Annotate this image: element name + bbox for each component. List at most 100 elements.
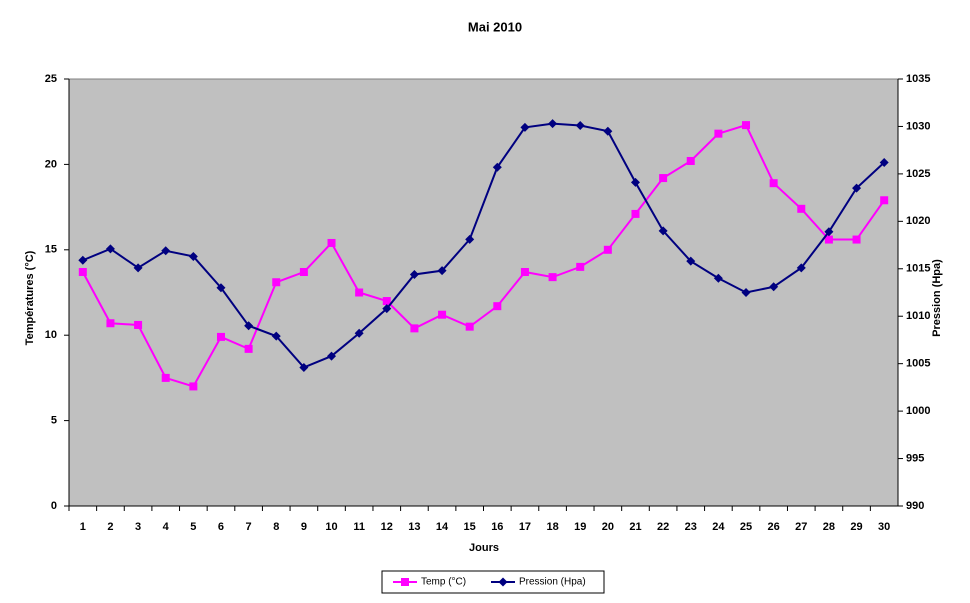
legend-marker	[401, 578, 409, 586]
chart-title: Mai 2010	[468, 19, 522, 34]
legend-marker	[498, 577, 508, 587]
y2-tick-label: 1020	[906, 215, 930, 227]
x-tick-label: 23	[685, 521, 697, 533]
data-point	[879, 158, 889, 168]
data-point	[244, 321, 254, 331]
data-point	[465, 322, 474, 331]
data-point	[769, 179, 778, 188]
data-point	[520, 122, 530, 132]
y2-tick-label: 1010	[906, 310, 930, 322]
data-point	[548, 119, 558, 129]
y-axis-label: Températures (°C)	[24, 250, 36, 345]
data-point	[355, 288, 364, 297]
data-point	[272, 278, 281, 287]
data-point	[520, 268, 529, 277]
data-point	[493, 302, 502, 311]
x-tick-label: 25	[740, 521, 752, 533]
data-point	[133, 263, 143, 273]
x-tick-label: 9	[301, 521, 307, 533]
series-line	[81, 123, 886, 388]
data-point	[713, 273, 723, 283]
data-point	[327, 238, 336, 247]
data-point	[438, 310, 447, 319]
x-tick-label: 21	[629, 521, 641, 533]
series-line	[82, 122, 885, 369]
data-point	[299, 362, 309, 372]
y-tick-label: 0	[51, 500, 57, 512]
data-point	[769, 282, 779, 292]
data-point	[189, 382, 198, 391]
data-point	[797, 204, 806, 213]
y2-tick-label: 1025	[906, 168, 930, 180]
y-tick-label: 20	[45, 158, 57, 170]
x-tick-label: 14	[436, 521, 449, 533]
data-point	[78, 268, 87, 277]
data-point	[658, 226, 668, 236]
data-point	[327, 351, 337, 361]
data-point	[410, 324, 419, 333]
data-point	[78, 255, 88, 265]
x-tick-label: 24	[712, 521, 725, 533]
plot-area	[68, 78, 899, 507]
y-tick-label: 25	[45, 73, 57, 85]
y2-tick-label: 1030	[906, 120, 930, 132]
data-point	[382, 304, 392, 314]
data-point	[382, 297, 391, 306]
x-tick-label: 8	[273, 521, 279, 533]
x-axis-label: Jours	[469, 542, 499, 554]
data-point	[299, 268, 308, 277]
data-point	[271, 331, 281, 341]
data-point	[188, 251, 198, 261]
data-point	[659, 174, 668, 183]
data-point	[409, 269, 419, 279]
data-point	[631, 209, 640, 218]
x-tick-label: 13	[408, 521, 420, 533]
x-tick-label: 10	[325, 521, 337, 533]
data-point	[437, 266, 447, 276]
x-tick-label: 20	[602, 521, 614, 533]
y2-axis-label: Pression (Hpa)	[931, 259, 943, 337]
x-tick-label: 2	[107, 521, 113, 533]
y2-tick-label: 1000	[906, 405, 930, 417]
y2-tick-label: 1015	[906, 263, 930, 275]
data-point	[741, 288, 751, 297]
x-tick-label: 11	[353, 521, 365, 533]
x-tick-label: 26	[768, 521, 780, 533]
x-tick-label: 7	[246, 521, 252, 533]
data-point	[603, 245, 612, 254]
data-point	[742, 121, 751, 130]
data-point	[465, 234, 475, 244]
data-point	[686, 156, 695, 165]
data-point	[576, 262, 585, 271]
data-point	[686, 256, 696, 266]
y2-tick-label: 1035	[906, 73, 930, 85]
data-point	[492, 162, 502, 172]
data-point	[161, 246, 171, 256]
x-tick-label: 4	[163, 521, 170, 533]
data-point	[216, 283, 226, 293]
x-tick-label: 1	[80, 521, 86, 533]
data-point	[106, 319, 115, 328]
x-tick-label: 18	[546, 521, 558, 533]
x-tick-label: 22	[657, 521, 669, 533]
x-tick-label: 16	[491, 521, 503, 533]
y2-tick-label: 1005	[906, 358, 930, 370]
x-tick-label: 28	[823, 521, 835, 533]
x-tick-label: 6	[218, 521, 224, 533]
x-tick-label: 27	[795, 521, 807, 533]
data-point	[824, 227, 834, 237]
data-point	[244, 344, 253, 353]
y2-tick-label: 995	[906, 452, 924, 464]
legend-label: Temp (°C)	[421, 577, 466, 588]
x-tick-label: 19	[574, 521, 586, 533]
x-tick-label: 3	[135, 521, 141, 533]
data-point	[603, 126, 613, 136]
data-point	[880, 196, 889, 205]
data-point	[105, 244, 115, 254]
data-point	[548, 273, 557, 282]
data-point	[134, 320, 143, 329]
y2-tick-label: 990	[906, 500, 924, 512]
x-tick-label: 15	[464, 521, 476, 533]
data-point	[575, 120, 585, 130]
